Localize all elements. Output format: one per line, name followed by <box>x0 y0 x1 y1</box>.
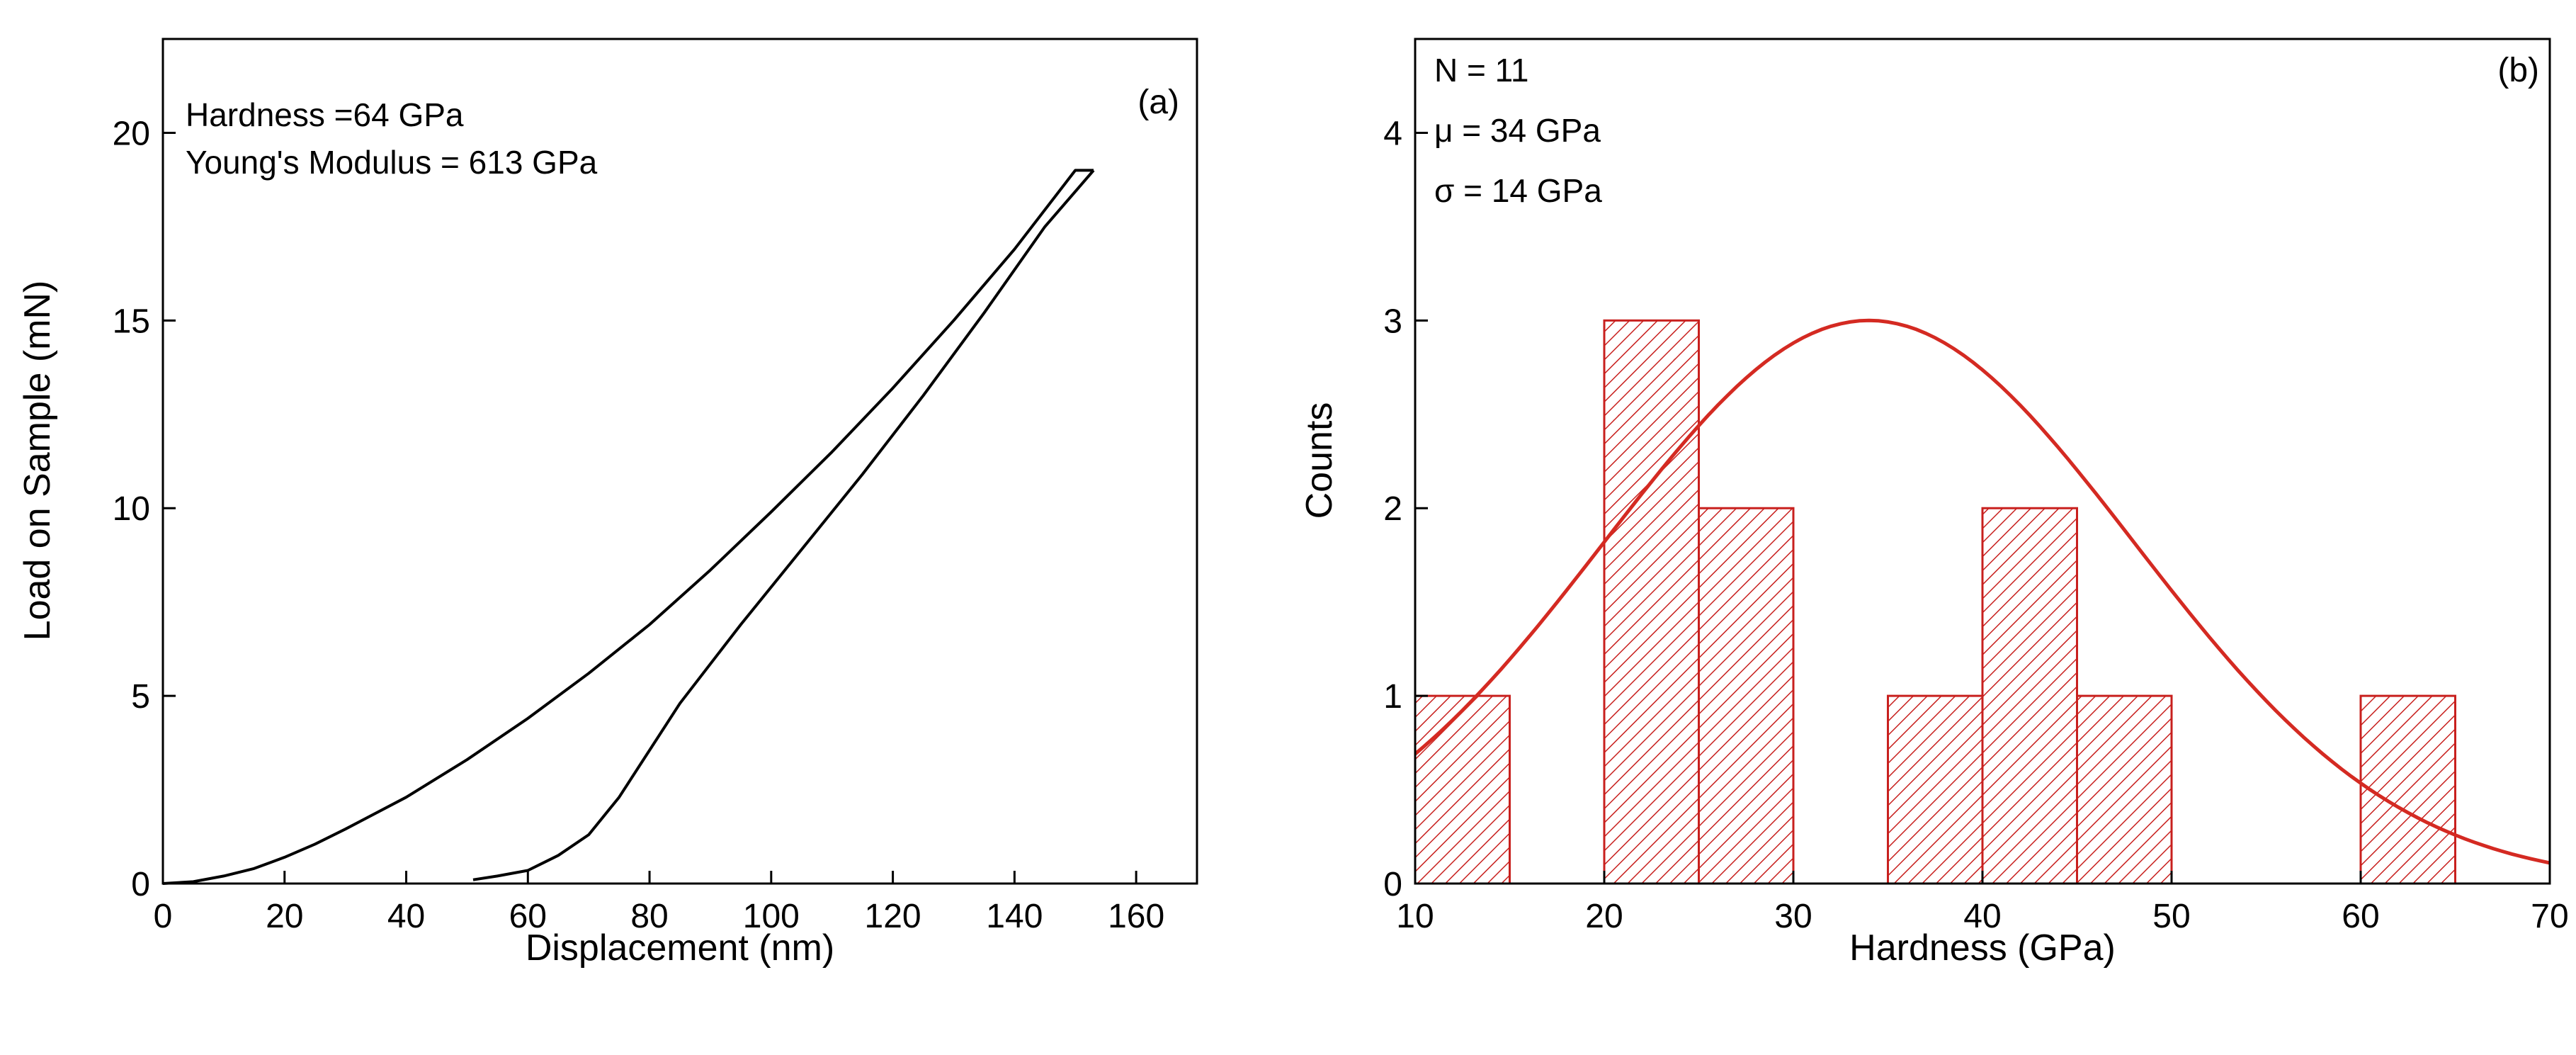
panel-a-modulus-annotation: Young's Modulus = 613 GPa <box>186 144 598 181</box>
panel-b-sigma-annotation: σ = 14 GPa <box>1434 172 1602 209</box>
panel-b-y-tick-label: 0 <box>1383 866 1402 903</box>
panel-a-y-tick-label: 20 <box>113 115 150 152</box>
panel-b-x-tick-label: 10 <box>1396 898 1434 935</box>
panel-a-x-tick-label: 80 <box>630 898 668 935</box>
panel-a-load-displacement: 0 20 40 60 80 100 120 140 160 0 5 10 15 20 Displaceme… <box>17 38 1198 969</box>
panel-a-y-tick-label: 10 <box>113 490 150 528</box>
panel-a-hardness-annotation: Hardness =64 GPa <box>186 96 464 133</box>
panel-a-x-tick-label: 20 <box>266 898 303 935</box>
panel-a-label: (a) <box>1137 84 1179 121</box>
panel-a-x-tick-label: 140 <box>986 898 1043 935</box>
panel-a-y-tick-label: 15 <box>113 303 150 340</box>
panel-b-mu-annotation: μ = 34 GPa <box>1434 112 1601 149</box>
panel-b-histogram-bar <box>1981 507 2078 885</box>
panel-a-x-tick-label: 160 <box>1108 898 1164 935</box>
panel-a-y-tick-label: 5 <box>131 678 150 716</box>
panel-b-histogram-bar <box>2359 694 2456 885</box>
panel-b-histogram-bar <box>1698 507 1795 885</box>
panel-b-y-tick-label: 3 <box>1383 303 1402 340</box>
panel-b-bars <box>1414 319 2456 885</box>
panel-a-x-tick-label: 120 <box>865 898 921 935</box>
panel-a-x-tick-label: 60 <box>509 898 547 935</box>
panel-a-loading-curve <box>162 169 1094 885</box>
panel-b-x-tick-label: 50 <box>2152 898 2190 935</box>
panel-a-unloading-curve <box>472 169 1095 881</box>
panel-b-y-tick-label: 2 <box>1383 490 1402 528</box>
panel-b-histogram-bar <box>2076 694 2173 885</box>
panel-b-ticks: 10 20 30 40 50 60 70 0 1 2 3 4 <box>1383 115 2568 935</box>
panel-b-x-tick-label: 40 <box>1963 898 2001 935</box>
panel-a-y-tick-label: 0 <box>131 866 150 903</box>
panel-a-x-tick-label: 40 <box>387 898 425 935</box>
panel-b-x-axis-title: Hardness (GPa) <box>1849 927 2116 969</box>
panel-a-ticks: 0 20 40 60 80 100 120 140 160 0 5 10 15 20 <box>113 115 1165 935</box>
panel-b-x-tick-label: 60 <box>2342 898 2379 935</box>
panel-a-x-tick-label: 100 <box>743 898 800 935</box>
panel-b-x-tick-label: 70 <box>2531 898 2568 935</box>
panel-b-x-tick-label: 20 <box>1585 898 1623 935</box>
panel-b-label: (b) <box>2497 52 2539 89</box>
panel-b-histogram-bar <box>1887 694 1984 885</box>
panel-b-n-annotation: N = 11 <box>1434 52 1528 89</box>
panel-b-histogram-bar <box>1414 694 1511 885</box>
panel-b-histogram-bar <box>1603 319 1700 885</box>
panel-b-y-axis-title: Counts <box>1299 402 1340 519</box>
panel-b-x-tick-label: 30 <box>1774 898 1812 935</box>
panel-a-x-tick-label: 0 <box>154 898 173 935</box>
panel-b-y-tick-label: 1 <box>1383 678 1402 716</box>
panel-b-y-tick-label: 4 <box>1383 115 1402 152</box>
panel-a-frame <box>161 38 1198 885</box>
panel-b-gaussian-fit <box>1414 318 2551 865</box>
panel-a-x-axis-title: Displacement (nm) <box>526 927 834 969</box>
panel-b-hardness-histogram: 10 20 30 40 50 60 70 0 1 2 3 4 Hardness (GPa) Count… <box>1299 38 2569 969</box>
panel-a-curves <box>162 169 1095 885</box>
panel-a-y-axis-title: Load on Sample (mN) <box>17 281 58 641</box>
